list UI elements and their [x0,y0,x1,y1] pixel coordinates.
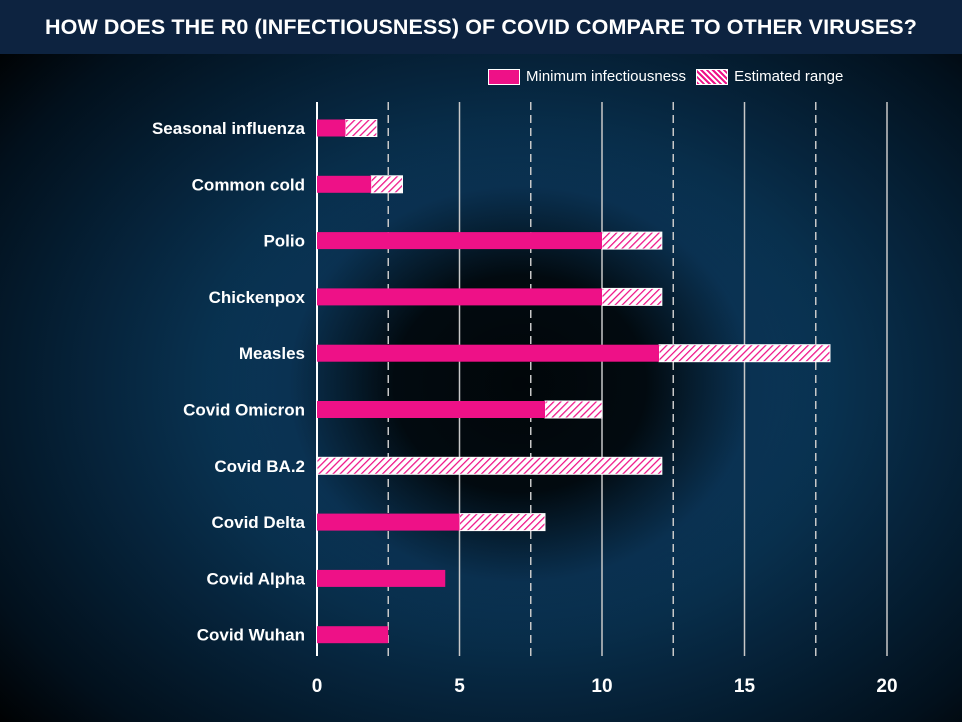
category-label: Measles [239,344,305,363]
bar-minimum [317,344,659,362]
bar-estimated-range [601,287,663,306]
bar-minimum [317,232,602,250]
bar-estimated-range [544,400,603,419]
chart-title: HOW DOES THE R0 (INFECTIOUSNESS) OF COVI… [45,14,917,39]
bar-minimum [317,513,460,531]
chart-legend: Minimum infectiousness Estimated range [488,68,843,85]
category-label: Common cold [192,175,305,194]
legend-swatch-minimum [488,68,520,85]
bar-estimated-range [658,344,831,363]
bar-estimated-range [316,456,663,475]
x-tick-label: 10 [591,676,612,697]
legend-item-range: Estimated range [696,68,843,85]
x-tick-label: 0 [312,676,323,697]
x-tick-label: 5 [454,676,465,697]
bar-minimum [317,626,389,644]
category-label: Covid Wuhan [197,626,305,645]
bar-minimum [317,119,346,137]
legend-label-range: Estimated range [734,68,844,85]
bar-estimated-range [345,119,378,137]
x-tick-label: 15 [734,676,756,697]
bar-estimated-range [370,175,403,194]
legend-swatch-range [696,68,729,85]
category-label: Covid Delta [211,513,305,532]
bar-minimum [317,288,602,306]
bar-minimum [317,175,372,193]
bar-minimum [317,569,446,587]
category-label: Chickenpox [209,288,306,307]
bar-minimum [317,401,545,418]
category-label: Seasonal influenza [152,119,306,138]
bar-estimated-range [459,513,546,532]
category-label: Covid BA.2 [214,457,305,476]
category-label: Covid Omicron [183,401,305,420]
x-tick-label: 20 [876,676,897,697]
chart-background [0,54,962,722]
category-label: Covid Alpha [206,569,305,588]
bar-estimated-range [601,231,663,250]
category-label: Polio [263,232,305,251]
legend-label-minimum: Minimum infectiousness [526,68,687,85]
chart-title-bar: HOW DOES THE R0 (INFECTIOUSNESS) OF COVI… [0,0,962,54]
legend-item-minimum: Minimum infectiousness [488,68,686,85]
